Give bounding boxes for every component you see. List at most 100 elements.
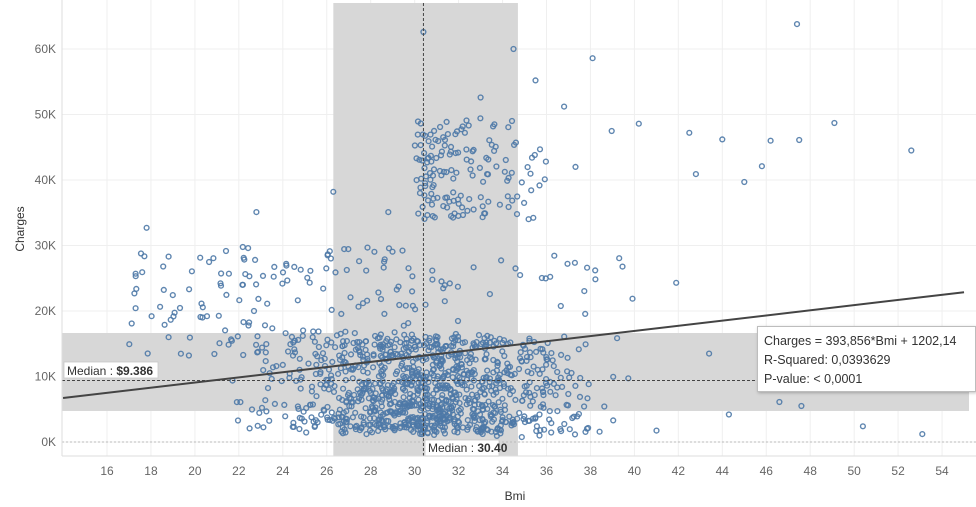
data-point [253,281,260,288]
data-point [300,327,307,334]
data-point [283,260,290,267]
data-point [505,124,512,131]
data-point [414,354,422,361]
data-point [426,344,433,351]
data-point [596,428,603,435]
data-point [516,409,523,417]
data-point [519,397,526,405]
data-point [428,422,435,429]
data-point [261,322,269,329]
data-point [490,356,497,364]
data-point [516,272,524,279]
data-point [536,432,543,439]
data-point [409,378,416,385]
data-point [345,246,352,253]
data-point [582,428,589,436]
data-point [470,264,477,271]
x-tick-label: 36 [540,464,554,478]
data-point [241,256,248,263]
data-point [355,303,362,310]
data-point [455,337,462,344]
x-tick-label: 26 [320,464,334,478]
data-point [335,414,342,421]
data-point [369,429,376,436]
data-point [363,267,370,274]
data-point [400,400,407,408]
data-point [328,306,335,314]
data-point [484,405,491,413]
data-point [505,174,512,182]
data-point [419,157,426,164]
data-point [429,406,436,413]
data-point [424,418,431,425]
data-point [548,350,555,357]
reference-lines [62,3,976,456]
data-point [377,413,384,421]
data-point [328,339,335,346]
data-point [253,341,260,348]
data-point [380,372,387,379]
data-point [524,164,531,171]
data-point [339,343,346,350]
data-point [508,169,515,176]
data-point [517,349,524,356]
data-point [385,245,393,252]
data-point [350,339,357,347]
data-point [313,361,320,368]
data-point [542,379,550,387]
tooltip-r-squared: R-Squared: 0,0393629 [764,353,891,367]
data-point [386,408,394,415]
data-point [199,314,206,321]
median-x-label-box [424,439,500,457]
data-point [571,431,579,438]
data-point [165,334,172,341]
data-point [312,370,320,378]
data-point [481,391,488,398]
data-point [311,422,319,430]
data-point [216,340,223,347]
data-point [512,396,519,404]
data-point [496,335,503,342]
x-tick-label: 16 [100,464,114,478]
data-point [448,167,455,174]
data-point [478,402,486,409]
data-point [360,414,367,421]
data-point [323,381,330,389]
data-point [236,297,243,304]
data-point [239,281,247,288]
data-point [422,180,429,187]
data-point [408,370,416,377]
data-point [564,260,571,267]
data-point [245,322,252,329]
data-point [908,147,915,154]
data-point [440,168,448,176]
data-point [414,385,421,392]
data-point [526,379,533,386]
data-point [466,421,474,429]
data-point [271,400,279,408]
data-point [522,389,530,396]
data-point [526,335,533,342]
data-point [479,203,486,210]
data-point [398,350,405,357]
data-point [499,395,506,402]
data-point [500,380,508,387]
data-point [429,276,436,283]
data-point [402,421,409,428]
data-point [513,415,521,422]
data-point [442,343,449,350]
data-point [476,164,484,172]
data-point [520,199,528,207]
data-point [488,141,495,148]
data-point [426,170,434,177]
data-point [411,343,419,350]
data-point [484,367,491,374]
median-y-label-box [63,361,159,379]
data-point [463,367,470,374]
data-point [188,268,196,275]
data-point [480,178,487,185]
data-point [389,352,396,359]
data-point [469,391,476,398]
data-point [577,374,584,382]
